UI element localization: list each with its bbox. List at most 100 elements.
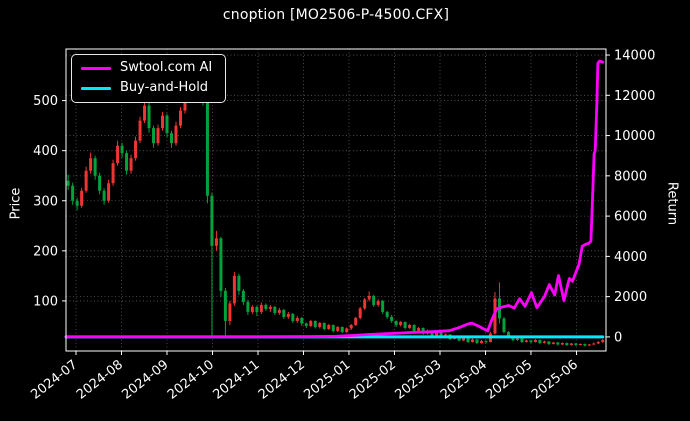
candle-body — [340, 326, 344, 332]
candle-body — [538, 339, 542, 343]
candle-body — [84, 170, 88, 191]
candle-body — [358, 308, 362, 318]
return-tick-label: 2000 — [614, 290, 647, 305]
x-tick-label: 2025-01 — [301, 357, 353, 402]
x-tick-label: 2024-11 — [210, 357, 262, 402]
legend-label-buyhold: Buy-and-Hold — [120, 80, 209, 95]
candle-body — [138, 120, 142, 141]
candle-body — [542, 341, 546, 343]
candle-body — [129, 158, 133, 171]
x-tick-label: 2025-04 — [438, 357, 490, 402]
candle-body — [520, 338, 524, 342]
candle-body — [336, 326, 340, 331]
candle-body — [291, 313, 295, 321]
candle-body — [529, 340, 533, 342]
candle-body — [295, 317, 299, 321]
candle-body — [102, 190, 106, 201]
candle-body — [345, 328, 349, 332]
x-tick-label: 2024-09 — [119, 357, 171, 402]
candle-body — [255, 306, 259, 312]
candle-body — [408, 324, 412, 328]
x-tick-label: 2024-10 — [165, 357, 217, 402]
candle-body — [381, 300, 385, 312]
candle-body — [372, 295, 376, 305]
candle-body — [587, 344, 591, 346]
candle-body — [417, 327, 421, 331]
candle-body — [219, 238, 223, 291]
candle-body — [259, 304, 263, 312]
candle-body — [282, 309, 286, 317]
candle-body — [399, 321, 403, 325]
candle-body — [205, 100, 209, 196]
candle-body — [214, 238, 218, 246]
candle-body — [479, 340, 483, 343]
candle-body — [120, 145, 124, 154]
candle-body — [560, 342, 564, 345]
candle-body — [152, 128, 156, 144]
candle-body — [376, 300, 380, 305]
ai-return-line — [64, 59, 605, 339]
price-tick-label: 400 — [33, 144, 58, 159]
candle-body — [475, 339, 479, 343]
candle-body — [89, 158, 93, 171]
candle-body — [547, 341, 551, 344]
candle-body — [322, 322, 326, 329]
candle-body — [223, 290, 227, 321]
candle-body — [462, 337, 466, 341]
candle-body — [98, 175, 102, 191]
candle-body — [596, 341, 600, 344]
candle-body — [183, 95, 187, 111]
x-tick-label: 2024-12 — [256, 357, 308, 402]
candle-body — [318, 322, 322, 327]
candle-body — [143, 105, 147, 121]
candle-body — [246, 301, 250, 312]
candle-body — [228, 303, 232, 321]
candle-body — [439, 332, 443, 337]
candle-body — [556, 342, 560, 345]
candle-body — [241, 290, 245, 302]
candle-body — [309, 320, 313, 326]
candle-body — [511, 336, 515, 340]
candle-body — [71, 185, 75, 201]
candle-body — [156, 128, 160, 144]
candle-body — [165, 115, 169, 134]
x-tick-label: 2024-07 — [28, 357, 80, 402]
ai-line-swatch — [81, 66, 111, 70]
candle-body — [551, 342, 555, 344]
x-tick-label: 2025-05 — [483, 357, 535, 402]
return-tick-label: 0 — [614, 330, 622, 345]
candle-body — [125, 153, 129, 171]
candle-body — [174, 125, 178, 144]
grid-lines — [66, 49, 606, 351]
candle-body — [354, 317, 358, 325]
candle-body — [466, 337, 470, 342]
price-tick-label: 200 — [33, 244, 58, 259]
price-tick-label: 100 — [33, 294, 58, 309]
candle-body — [484, 340, 488, 342]
candle-body — [592, 343, 596, 345]
candle-body — [277, 309, 281, 313]
legend-item-buyhold: Buy-and-Hold — [81, 80, 212, 96]
buyhold-line-swatch — [81, 86, 111, 90]
candle-body — [237, 275, 241, 291]
candle-body — [349, 324, 353, 329]
candle-body — [385, 311, 389, 317]
candle-body — [93, 158, 97, 176]
candle-body — [134, 140, 138, 159]
return-tick-label: 8000 — [614, 169, 647, 184]
candle-body — [367, 295, 371, 300]
candle-body — [435, 332, 439, 336]
return-tick-label: 4000 — [614, 250, 647, 265]
return-tick-label: 14000 — [614, 49, 655, 64]
candle-body — [273, 306, 277, 313]
candle-body — [331, 324, 335, 331]
candle-body — [457, 336, 461, 341]
price-tick-label: 300 — [33, 194, 58, 209]
candle-body — [569, 343, 573, 345]
candle-body — [583, 343, 587, 346]
candle-body — [565, 342, 569, 345]
candle-body — [574, 343, 578, 345]
candle-body — [533, 339, 537, 342]
candle-body — [75, 200, 79, 206]
candle-body — [471, 339, 475, 342]
